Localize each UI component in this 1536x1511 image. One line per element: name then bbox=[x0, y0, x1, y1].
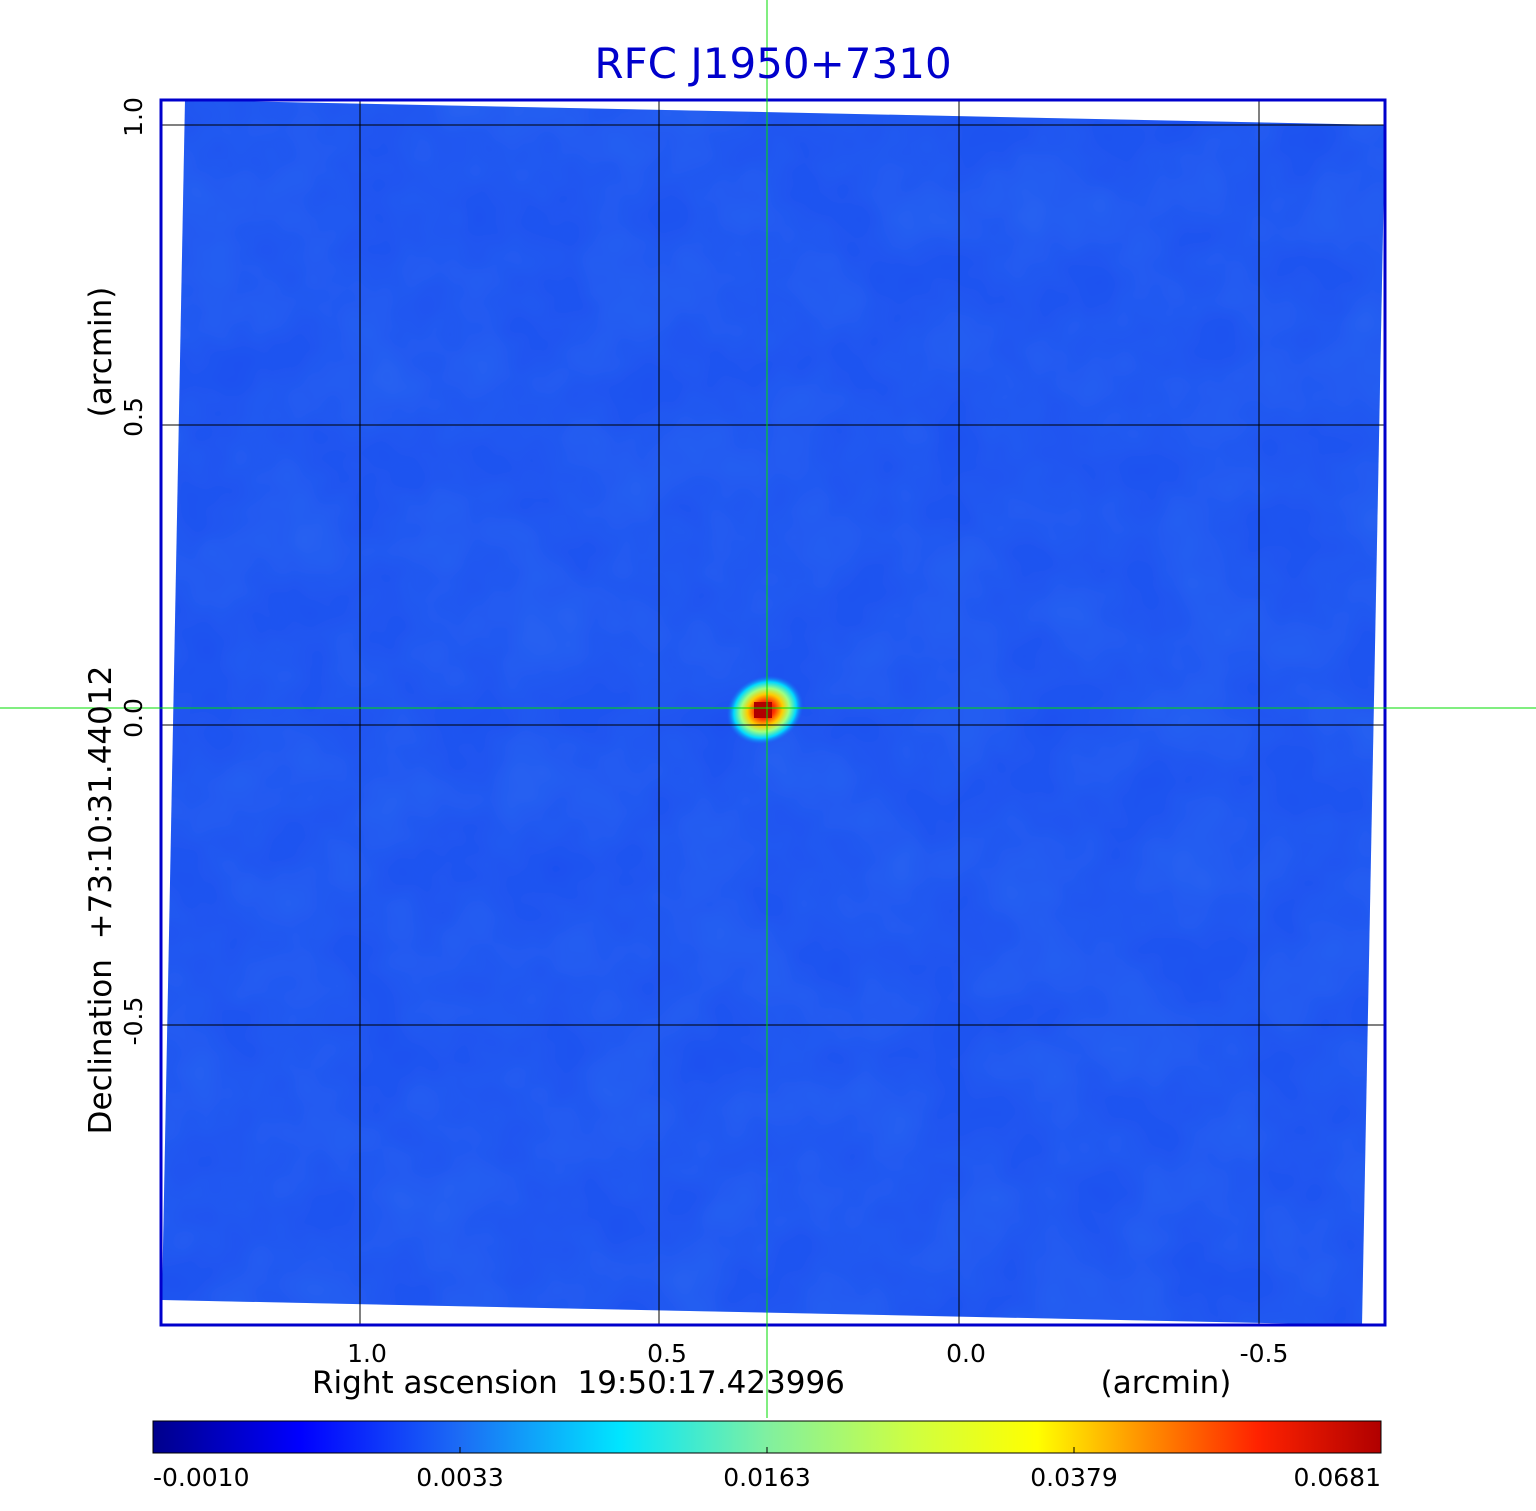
dec-tick-label: 0.5 bbox=[119, 397, 148, 437]
ra-tick-label: 1.0 bbox=[347, 1339, 387, 1368]
plot-frame bbox=[159, 98, 1387, 1327]
ra-tick-labels: 1.0 0.5 0.0 -0.5 bbox=[347, 1339, 1288, 1368]
colorbar-tick-labels: -0.0010 0.0033 0.0163 0.0379 0.0681 bbox=[153, 1463, 1381, 1492]
dec-axis-unit: (arcmin) bbox=[83, 287, 119, 418]
colorbar-tick-label: 0.0379 bbox=[1030, 1463, 1117, 1492]
coordinate-grid bbox=[160, 100, 1385, 1325]
dec-tick-label: 1.0 bbox=[119, 97, 148, 137]
ra-tick-label: 0.5 bbox=[647, 1339, 687, 1368]
ra-tick-label: 0.0 bbox=[946, 1339, 986, 1368]
dec-tick-label: -0.5 bbox=[119, 997, 148, 1046]
ra-axis-label: Right ascension 19:50:17.423996 bbox=[312, 1365, 845, 1401]
colorbar-tick-label: -0.0010 bbox=[153, 1463, 250, 1492]
ra-axis-unit: (arcmin) bbox=[1101, 1365, 1232, 1401]
crosshair bbox=[0, 0, 1536, 1418]
dec-tick-label: 0.0 bbox=[119, 698, 148, 738]
colorbar-tick-label: 0.0033 bbox=[416, 1463, 503, 1492]
colorbar-ticks bbox=[459, 1447, 1075, 1453]
source-peak bbox=[754, 702, 772, 718]
colorbar-tick-label: 0.0681 bbox=[1294, 1463, 1381, 1492]
ra-tick-label: -0.5 bbox=[1240, 1339, 1289, 1368]
dec-tick-labels: 1.0 0.5 0.0 -0.5 bbox=[119, 97, 148, 1045]
colorbar-tick-label: 0.0163 bbox=[723, 1463, 810, 1492]
plot-title: RFC J1950+7310 bbox=[594, 39, 951, 88]
dec-axis-label: Declination +73:10:31.44012 bbox=[83, 666, 119, 1135]
